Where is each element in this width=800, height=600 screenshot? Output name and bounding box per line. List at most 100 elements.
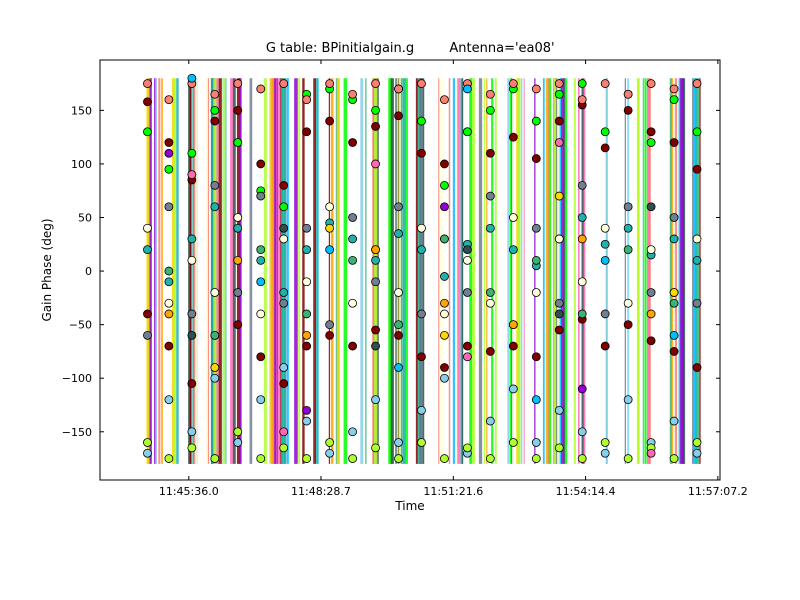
data-point	[600, 341, 610, 351]
x-tick-label: 11:57:07.2	[688, 485, 748, 498]
data-point	[554, 89, 564, 99]
data-point	[187, 427, 197, 437]
data-point	[669, 288, 679, 297]
data-point	[279, 79, 289, 88]
data-point	[371, 122, 380, 131]
data-point	[554, 79, 564, 88]
series-13	[187, 202, 656, 351]
data-point	[302, 341, 312, 351]
data-point	[371, 443, 380, 453]
series-12	[164, 234, 679, 340]
data-point	[302, 416, 312, 426]
data-point	[348, 255, 357, 265]
data-point	[669, 330, 679, 340]
data-point	[692, 298, 702, 308]
data-point	[143, 438, 152, 447]
data-point	[325, 320, 335, 330]
data-point	[164, 309, 174, 319]
data-point	[577, 277, 587, 287]
data-point	[463, 443, 472, 453]
data-point	[164, 395, 174, 405]
data-point	[417, 309, 426, 319]
data-point	[210, 363, 220, 372]
data-point	[164, 277, 174, 287]
data-point	[600, 223, 610, 233]
data-point	[692, 127, 702, 137]
y-tick-label: 50	[78, 212, 92, 225]
data-point	[463, 341, 472, 351]
data-point	[210, 105, 220, 115]
data-point	[623, 223, 633, 233]
data-point	[508, 132, 518, 142]
data-point	[371, 325, 380, 335]
data-point	[210, 202, 220, 212]
data-point	[508, 341, 518, 351]
data-point	[302, 405, 312, 415]
data-point	[256, 277, 266, 287]
data-point	[669, 84, 679, 94]
data-point	[279, 298, 289, 308]
data-point	[692, 255, 702, 265]
data-point	[485, 416, 495, 426]
data-point	[463, 84, 472, 94]
data-point	[348, 427, 357, 437]
data-point	[623, 454, 633, 463]
data-point	[371, 105, 380, 115]
data-point	[440, 95, 449, 105]
data-point	[279, 379, 289, 388]
data-point	[325, 223, 335, 233]
data-point	[325, 330, 335, 340]
band-layer	[144, 78, 701, 464]
data-point	[348, 454, 357, 463]
data-point	[256, 159, 266, 169]
data-point	[463, 245, 472, 255]
y-axis-title: Gain Phase (deg)	[40, 218, 54, 321]
data-point	[233, 105, 243, 115]
y-tick-label: −50	[69, 319, 92, 332]
data-point	[187, 73, 197, 83]
data-point	[440, 373, 449, 383]
data-point	[485, 89, 495, 99]
data-point	[440, 234, 449, 244]
y-tick-label: 100	[71, 158, 92, 171]
data-point	[187, 309, 197, 319]
data-point	[279, 427, 289, 437]
data-point	[508, 245, 518, 255]
data-point	[187, 234, 197, 244]
data-point	[210, 180, 220, 190]
data-point	[187, 170, 197, 180]
data-point	[440, 363, 449, 372]
data-point	[531, 116, 541, 126]
data-point	[531, 223, 541, 233]
data-point	[256, 309, 266, 319]
data-point	[348, 213, 357, 222]
series-7	[143, 202, 702, 319]
data-point	[233, 427, 243, 437]
data-point	[692, 79, 702, 88]
y-tick-label: 0	[85, 265, 92, 278]
data-point	[143, 79, 152, 88]
data-point	[646, 336, 656, 346]
series-11	[164, 148, 587, 415]
data-point	[233, 79, 243, 88]
data-point	[577, 454, 587, 463]
data-point	[417, 116, 426, 126]
data-point	[440, 272, 449, 281]
y-tick-label: −150	[62, 426, 92, 439]
data-point	[531, 352, 541, 362]
data-point	[279, 234, 289, 244]
data-point	[417, 223, 426, 233]
series-8	[164, 234, 656, 340]
data-point	[210, 373, 220, 383]
data-point	[600, 79, 610, 88]
data-point	[531, 154, 541, 163]
data-point	[371, 255, 380, 265]
data-point	[164, 148, 174, 158]
data-point	[187, 379, 197, 388]
data-point	[485, 191, 495, 201]
series-4	[143, 79, 702, 105]
data-point	[394, 111, 403, 121]
data-point	[302, 277, 312, 287]
data-point	[485, 105, 495, 115]
data-point	[600, 448, 610, 458]
